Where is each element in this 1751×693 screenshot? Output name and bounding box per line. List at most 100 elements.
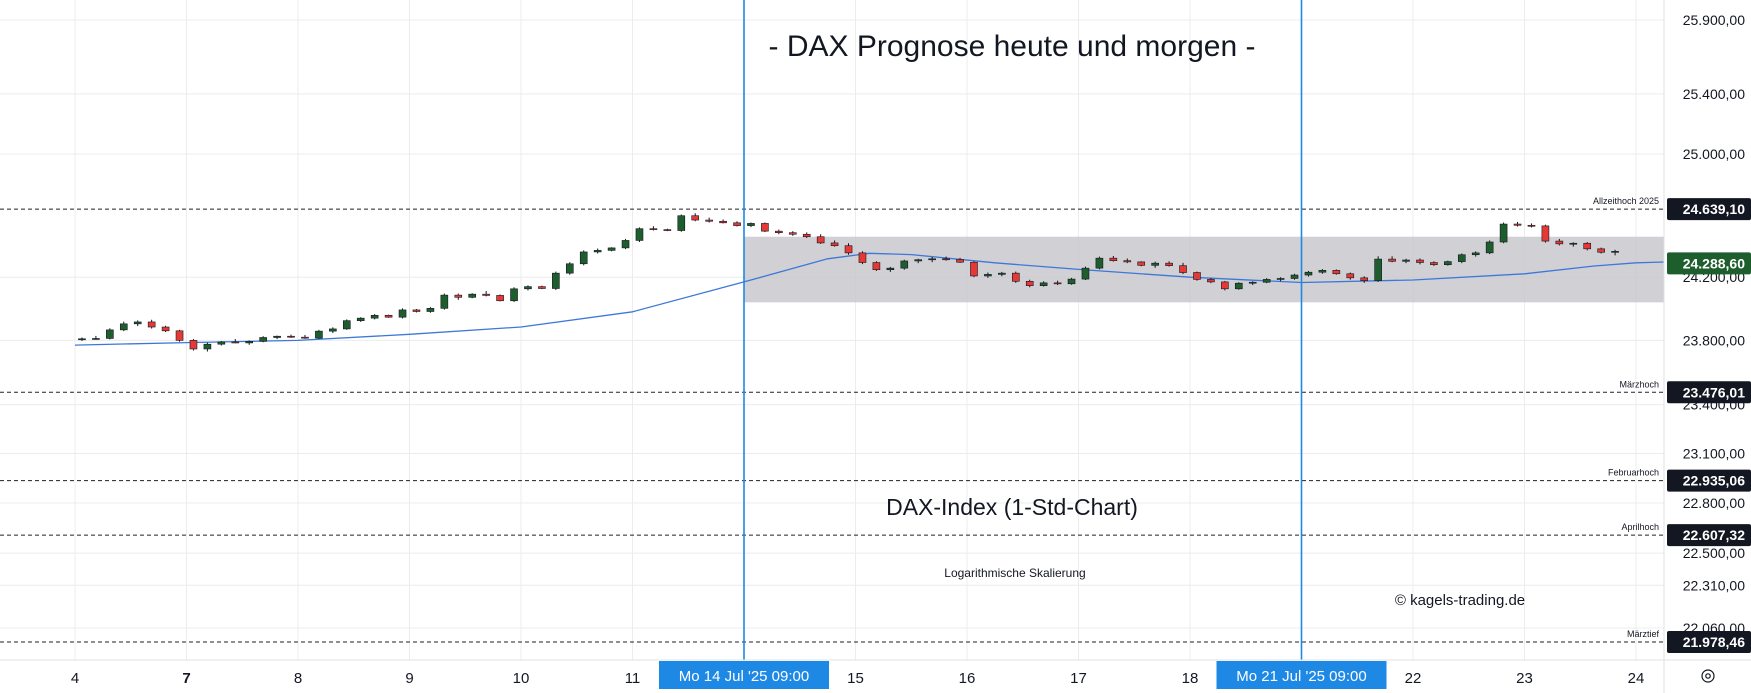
- candle-body: [468, 293, 477, 298]
- level-name: Allzeithoch 2025: [1593, 196, 1659, 206]
- candle-body: [1248, 281, 1257, 284]
- candle-body: [78, 338, 86, 341]
- candle: [719, 219, 727, 224]
- level-price-label: 24.639,10: [1683, 201, 1745, 217]
- candle: [1234, 282, 1243, 290]
- x-tick-label: 8: [294, 670, 302, 687]
- x-tick-label: 7: [182, 670, 190, 687]
- candle-body: [565, 263, 574, 274]
- candle: [496, 294, 504, 302]
- level-lines: Allzeithoch 2025 Märzhoch Februarhoch April…: [0, 196, 1664, 643]
- candle: [231, 339, 240, 344]
- candle: [1388, 256, 1396, 263]
- candle: [245, 340, 254, 345]
- candle-body: [928, 258, 936, 261]
- level-price-label: 22.607,32: [1683, 527, 1745, 543]
- candle: [106, 328, 114, 340]
- candle-body: [1290, 274, 1299, 279]
- candle: [733, 221, 741, 227]
- candle-body: [329, 328, 337, 332]
- candle-body: [106, 329, 114, 339]
- candle: [677, 214, 686, 232]
- candle: [1444, 260, 1452, 266]
- candle-body: [384, 314, 393, 318]
- level-name: Aprilhoch: [1621, 522, 1659, 532]
- candle: [440, 293, 449, 310]
- candle: [1011, 271, 1020, 283]
- y-axis-panel: [1664, 0, 1751, 693]
- x-tick-label: 24: [1628, 670, 1645, 687]
- candle-body: [231, 341, 240, 344]
- candle-body: [663, 229, 672, 231]
- level-price-box: [1667, 469, 1751, 492]
- candle: [1290, 273, 1299, 280]
- candle: [802, 232, 811, 238]
- grid-lines: [0, 0, 1664, 660]
- candle-body: [1053, 282, 1062, 285]
- candle-body: [1527, 224, 1536, 227]
- date-label-box: [659, 661, 829, 689]
- x-tick-label: 4: [71, 670, 79, 687]
- candle-body: [245, 341, 254, 344]
- level-price-label: 21.978,46: [1683, 634, 1745, 650]
- candle: [1374, 256, 1382, 282]
- candle: [133, 320, 142, 327]
- candle-body: [649, 228, 658, 230]
- settings-icon[interactable]: [1699, 667, 1717, 685]
- candle: [607, 247, 616, 252]
- candle: [761, 222, 769, 233]
- candle: [1485, 240, 1494, 255]
- candle-body: [203, 343, 212, 350]
- candle: [1304, 270, 1313, 277]
- candle: [259, 336, 267, 343]
- candle-body: [1011, 272, 1020, 282]
- candle: [1095, 256, 1104, 270]
- candle: [1123, 258, 1132, 264]
- candle-body: [998, 272, 1006, 275]
- candle-body: [287, 335, 295, 338]
- y-tick-label: 22.500,00: [1683, 545, 1745, 561]
- candle: [998, 271, 1006, 277]
- watermark: © kagels-trading.de: [1395, 592, 1525, 609]
- candle-body: [900, 260, 909, 269]
- candle: [663, 228, 672, 232]
- candle: [565, 262, 574, 275]
- candle-body: [398, 309, 407, 318]
- candle: [914, 258, 923, 264]
- candle: [426, 307, 435, 313]
- candle: [412, 308, 421, 313]
- candle-body: [1597, 248, 1605, 253]
- candle: [649, 226, 658, 231]
- candle-body: [733, 222, 741, 226]
- level-price-label: 22.935,06: [1683, 473, 1745, 489]
- candle-body: [816, 236, 825, 244]
- candle-body: [1360, 277, 1369, 281]
- x-tick-label: 23: [1516, 670, 1533, 687]
- candle: [956, 257, 964, 263]
- candle: [579, 250, 588, 266]
- candle: [1318, 269, 1327, 274]
- candle: [342, 319, 351, 330]
- candle-body: [1123, 260, 1132, 263]
- candle: [1499, 222, 1508, 244]
- candle: [552, 271, 560, 291]
- candle: [970, 261, 978, 278]
- x-axis-panel: [0, 660, 1751, 693]
- candle-body: [1374, 258, 1382, 281]
- candle-body: [593, 250, 602, 253]
- candle: [1179, 262, 1187, 275]
- date-label: Mo 14 Jul '25 09:00: [679, 668, 809, 685]
- candle: [1221, 280, 1229, 291]
- candle-body: [761, 223, 769, 232]
- candle-body: [1081, 267, 1090, 280]
- chart-annotations: - DAX Prognose heute und morgen - DAX-In…: [769, 30, 1526, 609]
- candle-body: [635, 228, 644, 241]
- x-tick-label: 11: [625, 670, 641, 687]
- candle-body: [858, 252, 867, 263]
- candle-body: [496, 295, 504, 302]
- y-tick-label: 25.900,00: [1683, 12, 1745, 28]
- candle: [900, 259, 909, 270]
- vertical-lines: [743, 0, 1303, 660]
- candle: [1541, 224, 1550, 243]
- candle-body: [1067, 278, 1076, 285]
